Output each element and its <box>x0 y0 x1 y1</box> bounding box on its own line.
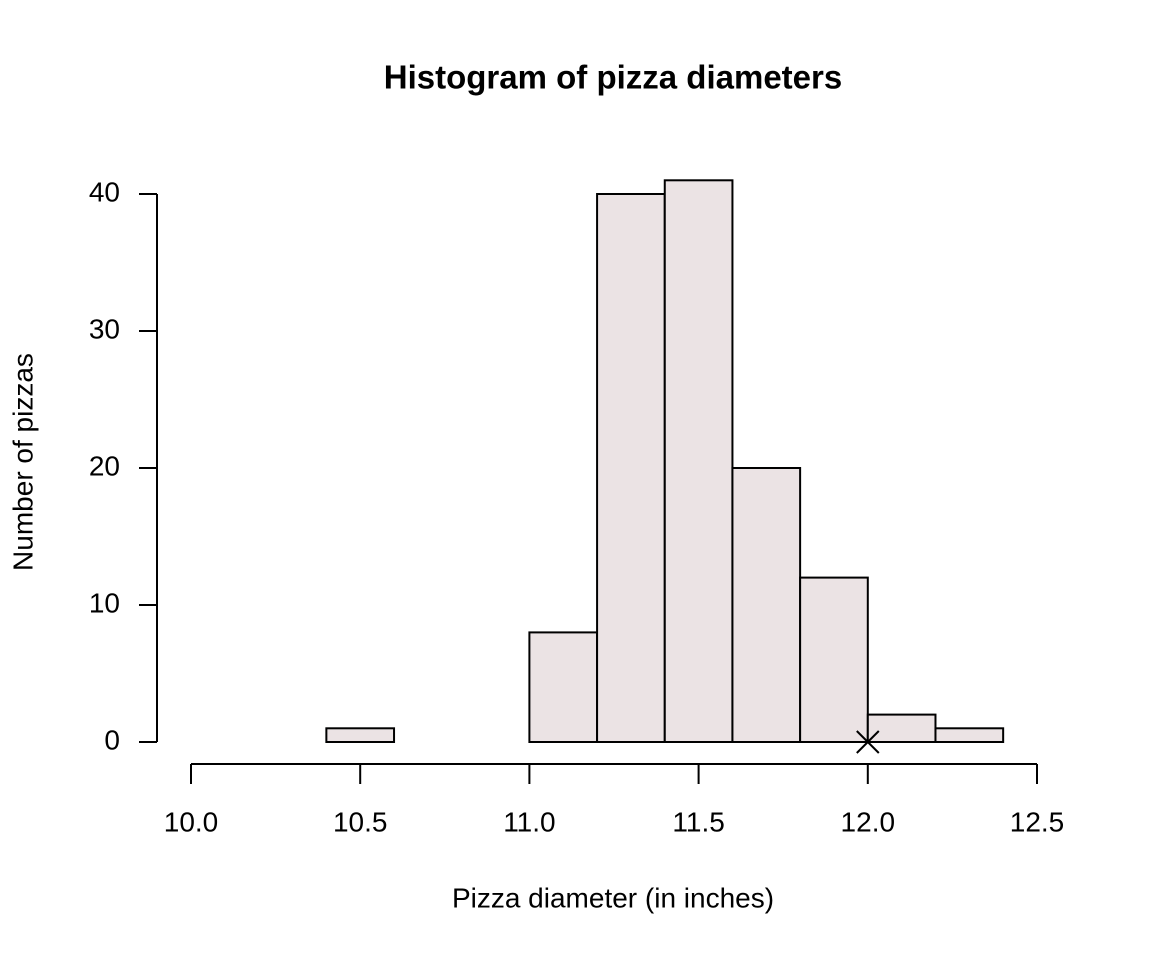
point-marker <box>856 730 880 754</box>
bar <box>934 727 1005 743</box>
bar <box>596 193 666 743</box>
chart-title: Histogram of pizza diameters <box>384 59 842 96</box>
y-tick-label: 30 <box>89 313 120 344</box>
bar <box>663 179 734 744</box>
x-axis-label: Pizza diameter (in inches) <box>452 882 774 913</box>
bar <box>528 631 599 744</box>
x-tick-label: 12.5 <box>1010 806 1065 837</box>
y-tick-label: 40 <box>89 176 120 207</box>
bar <box>799 576 869 743</box>
x-tick-label: 12.0 <box>841 806 896 837</box>
bar <box>325 727 396 743</box>
bar <box>731 467 802 743</box>
x-tick-label: 11.0 <box>503 806 555 837</box>
x-tick-label: 10.5 <box>333 806 388 837</box>
bar <box>866 713 937 743</box>
y-tick-label: 0 <box>104 724 120 755</box>
y-tick-label: 20 <box>89 450 120 481</box>
y-axis-label: Number of pizzas <box>7 353 38 571</box>
y-tick-label: 10 <box>89 587 120 618</box>
x-tick-label: 11.5 <box>672 806 724 837</box>
x-tick-label: 10.0 <box>164 806 219 837</box>
